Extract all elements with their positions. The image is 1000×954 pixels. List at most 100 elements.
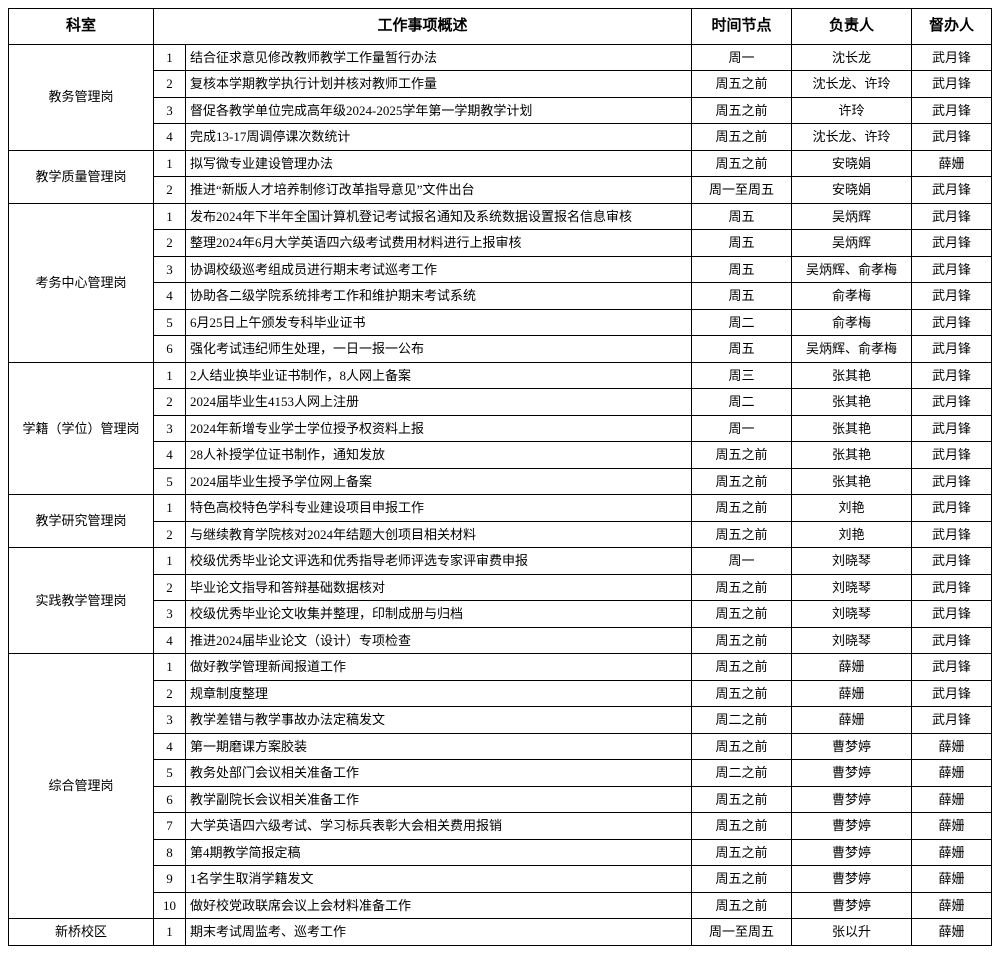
table-row: 学籍（学位）管理岗12人结业换毕业证书制作，8人网上备案周三张其艳武月锋 bbox=[9, 362, 992, 389]
owner-cell: 刘晓琴 bbox=[792, 627, 912, 654]
header-time: 时间节点 bbox=[692, 9, 792, 45]
num-cell: 5 bbox=[154, 309, 186, 336]
owner-cell: 俞孝梅 bbox=[792, 309, 912, 336]
num-cell: 2 bbox=[154, 574, 186, 601]
num-cell: 1 bbox=[154, 654, 186, 681]
desc-cell: 2024届毕业生授予学位网上备案 bbox=[186, 468, 692, 495]
owner-cell: 张其艳 bbox=[792, 389, 912, 416]
num-cell: 1 bbox=[154, 44, 186, 71]
time-cell: 周五之前 bbox=[692, 71, 792, 98]
time-cell: 周五之前 bbox=[692, 468, 792, 495]
table-row: 6强化考试违纪师生处理，一日一报一公布周五吴炳辉、俞孝梅武月锋 bbox=[9, 336, 992, 363]
super-cell: 薛姗 bbox=[912, 733, 992, 760]
table-row: 2规章制度整理周五之前薛姗武月锋 bbox=[9, 680, 992, 707]
owner-cell: 曹梦婷 bbox=[792, 733, 912, 760]
desc-cell: 第一期磨课方案胶装 bbox=[186, 733, 692, 760]
owner-cell: 曹梦婷 bbox=[792, 760, 912, 787]
desc-cell: 教学副院长会议相关准备工作 bbox=[186, 786, 692, 813]
owner-cell: 安晓娟 bbox=[792, 150, 912, 177]
table-row: 2毕业论文指导和答辩基础数据核对周五之前刘晓琴武月锋 bbox=[9, 574, 992, 601]
super-cell: 薛姗 bbox=[912, 786, 992, 813]
desc-cell: 整理2024年6月大学英语四六级考试费用材料进行上报审核 bbox=[186, 230, 692, 257]
time-cell: 周五之前 bbox=[692, 786, 792, 813]
super-cell: 武月锋 bbox=[912, 707, 992, 734]
num-cell: 4 bbox=[154, 283, 186, 310]
desc-cell: 协助各二级学院系统排考工作和维护期末考试系统 bbox=[186, 283, 692, 310]
dept-cell: 实践教学管理岗 bbox=[9, 548, 154, 654]
table-row: 新桥校区1期末考试周监考、巡考工作周一至周五张以升薛姗 bbox=[9, 919, 992, 946]
time-cell: 周二之前 bbox=[692, 760, 792, 787]
num-cell: 2 bbox=[154, 389, 186, 416]
super-cell: 武月锋 bbox=[912, 574, 992, 601]
table-row: 5教务处部门会议相关准备工作周二之前曹梦婷薛姗 bbox=[9, 760, 992, 787]
desc-cell: 第4期教学简报定稿 bbox=[186, 839, 692, 866]
desc-cell: 复核本学期教学执行计划并核对教师工作量 bbox=[186, 71, 692, 98]
super-cell: 薛姗 bbox=[912, 839, 992, 866]
table-row: 3督促各教学单位完成高年级2024-2025学年第一学期教学计划周五之前许玲武月… bbox=[9, 97, 992, 124]
time-cell: 周五之前 bbox=[692, 574, 792, 601]
desc-cell: 完成13-17周调停课次数统计 bbox=[186, 124, 692, 151]
time-cell: 周五之前 bbox=[692, 601, 792, 628]
dept-cell: 教学研究管理岗 bbox=[9, 495, 154, 548]
owner-cell: 安晓娟 bbox=[792, 177, 912, 204]
time-cell: 周二之前 bbox=[692, 707, 792, 734]
num-cell: 4 bbox=[154, 627, 186, 654]
time-cell: 周五之前 bbox=[692, 124, 792, 151]
table-row: 10做好校党政联席会议上会材料准备工作周五之前曹梦婷薛姗 bbox=[9, 892, 992, 919]
time-cell: 周一 bbox=[692, 44, 792, 71]
table-row: 考务中心管理岗1发布2024年下半年全国计算机登记考试报名通知及系统数据设置报名… bbox=[9, 203, 992, 230]
owner-cell: 刘晓琴 bbox=[792, 548, 912, 575]
table-row: 6教学副院长会议相关准备工作周五之前曹梦婷薛姗 bbox=[9, 786, 992, 813]
owner-cell: 曹梦婷 bbox=[792, 813, 912, 840]
table-row: 8第4期教学简报定稿周五之前曹梦婷薛姗 bbox=[9, 839, 992, 866]
super-cell: 武月锋 bbox=[912, 283, 992, 310]
super-cell: 武月锋 bbox=[912, 680, 992, 707]
desc-cell: 教学差错与教学事故办法定稿发文 bbox=[186, 707, 692, 734]
num-cell: 4 bbox=[154, 442, 186, 469]
num-cell: 3 bbox=[154, 601, 186, 628]
time-cell: 周五之前 bbox=[692, 680, 792, 707]
num-cell: 3 bbox=[154, 97, 186, 124]
super-cell: 武月锋 bbox=[912, 124, 992, 151]
time-cell: 周五之前 bbox=[692, 150, 792, 177]
desc-cell: 做好校党政联席会议上会材料准备工作 bbox=[186, 892, 692, 919]
num-cell: 5 bbox=[154, 760, 186, 787]
time-cell: 周一至周五 bbox=[692, 177, 792, 204]
dept-cell: 教务管理岗 bbox=[9, 44, 154, 150]
num-cell: 2 bbox=[154, 521, 186, 548]
owner-cell: 沈长龙、许玲 bbox=[792, 71, 912, 98]
time-cell: 周五 bbox=[692, 203, 792, 230]
desc-cell: 发布2024年下半年全国计算机登记考试报名通知及系统数据设置报名信息审核 bbox=[186, 203, 692, 230]
num-cell: 1 bbox=[154, 919, 186, 946]
super-cell: 武月锋 bbox=[912, 362, 992, 389]
num-cell: 10 bbox=[154, 892, 186, 919]
super-cell: 武月锋 bbox=[912, 71, 992, 98]
super-cell: 武月锋 bbox=[912, 468, 992, 495]
table-body: 教务管理岗1结合征求意见修改教师教学工作量暂行办法周一沈长龙武月锋2复核本学期教… bbox=[9, 44, 992, 945]
num-cell: 6 bbox=[154, 336, 186, 363]
table-row: 52024届毕业生授予学位网上备案周五之前张其艳武月锋 bbox=[9, 468, 992, 495]
header-desc: 工作事项概述 bbox=[154, 9, 692, 45]
num-cell: 4 bbox=[154, 733, 186, 760]
work-schedule-table: 科室 工作事项概述 时间节点 负责人 督办人 教务管理岗1结合征求意见修改教师教… bbox=[8, 8, 992, 946]
table-row: 32024年新增专业学士学位授予权资料上报周一张其艳武月锋 bbox=[9, 415, 992, 442]
super-cell: 武月锋 bbox=[912, 442, 992, 469]
desc-cell: 2024届毕业生4153人网上注册 bbox=[186, 389, 692, 416]
num-cell: 2 bbox=[154, 680, 186, 707]
desc-cell: 毕业论文指导和答辩基础数据核对 bbox=[186, 574, 692, 601]
owner-cell: 刘晓琴 bbox=[792, 601, 912, 628]
desc-cell: 校级优秀毕业论文收集并整理，印制成册与归档 bbox=[186, 601, 692, 628]
num-cell: 2 bbox=[154, 177, 186, 204]
super-cell: 薛姗 bbox=[912, 813, 992, 840]
owner-cell: 薛姗 bbox=[792, 707, 912, 734]
table-row: 教学研究管理岗1特色高校特色学科专业建设项目申报工作周五之前刘艳武月锋 bbox=[9, 495, 992, 522]
desc-cell: 28人补授学位证书制作，通知发放 bbox=[186, 442, 692, 469]
super-cell: 武月锋 bbox=[912, 336, 992, 363]
dept-cell: 教学质量管理岗 bbox=[9, 150, 154, 203]
dept-cell: 新桥校区 bbox=[9, 919, 154, 946]
desc-cell: 拟写微专业建设管理办法 bbox=[186, 150, 692, 177]
desc-cell: 2024年新增专业学士学位授予权资料上报 bbox=[186, 415, 692, 442]
time-cell: 周五 bbox=[692, 230, 792, 257]
num-cell: 3 bbox=[154, 707, 186, 734]
num-cell: 1 bbox=[154, 203, 186, 230]
